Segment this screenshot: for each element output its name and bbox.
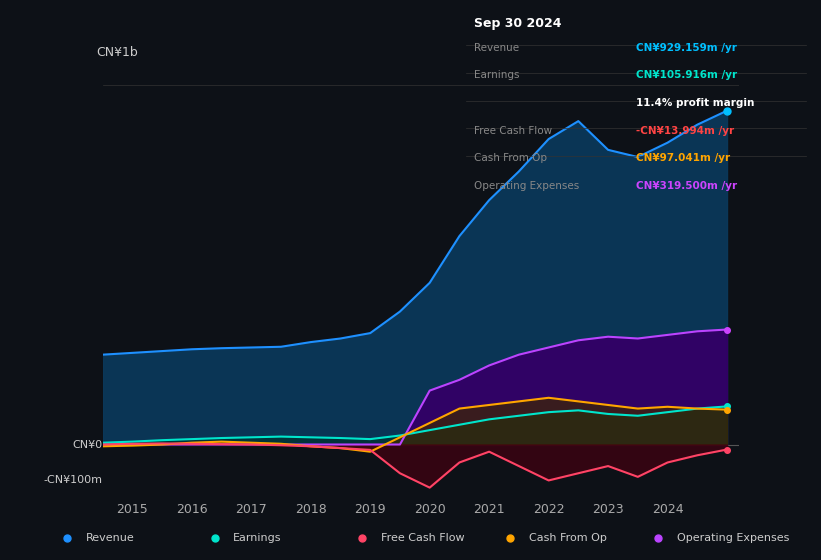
Text: Operating Expenses: Operating Expenses xyxy=(474,181,579,191)
Text: 11.4% profit margin: 11.4% profit margin xyxy=(636,98,754,108)
Text: CN¥929.159m /yr: CN¥929.159m /yr xyxy=(636,43,737,53)
Text: Revenue: Revenue xyxy=(85,533,134,543)
Text: CN¥319.500m /yr: CN¥319.500m /yr xyxy=(636,181,737,191)
Text: Cash From Op: Cash From Op xyxy=(529,533,607,543)
Text: Free Cash Flow: Free Cash Flow xyxy=(474,125,552,136)
Text: Operating Expenses: Operating Expenses xyxy=(677,533,789,543)
Text: CN¥105.916m /yr: CN¥105.916m /yr xyxy=(636,70,737,80)
Text: -CN¥100m: -CN¥100m xyxy=(44,475,103,486)
Text: CN¥97.041m /yr: CN¥97.041m /yr xyxy=(636,153,731,163)
Text: Revenue: Revenue xyxy=(474,43,519,53)
Text: Earnings: Earnings xyxy=(474,70,519,80)
Text: Earnings: Earnings xyxy=(233,533,282,543)
Text: Free Cash Flow: Free Cash Flow xyxy=(381,533,465,543)
Text: Cash From Op: Cash From Op xyxy=(474,153,547,163)
Text: Sep 30 2024: Sep 30 2024 xyxy=(474,17,562,30)
Text: -CN¥13.994m /yr: -CN¥13.994m /yr xyxy=(636,125,735,136)
Text: CN¥0: CN¥0 xyxy=(72,440,103,450)
Text: CN¥1b: CN¥1b xyxy=(96,45,138,59)
